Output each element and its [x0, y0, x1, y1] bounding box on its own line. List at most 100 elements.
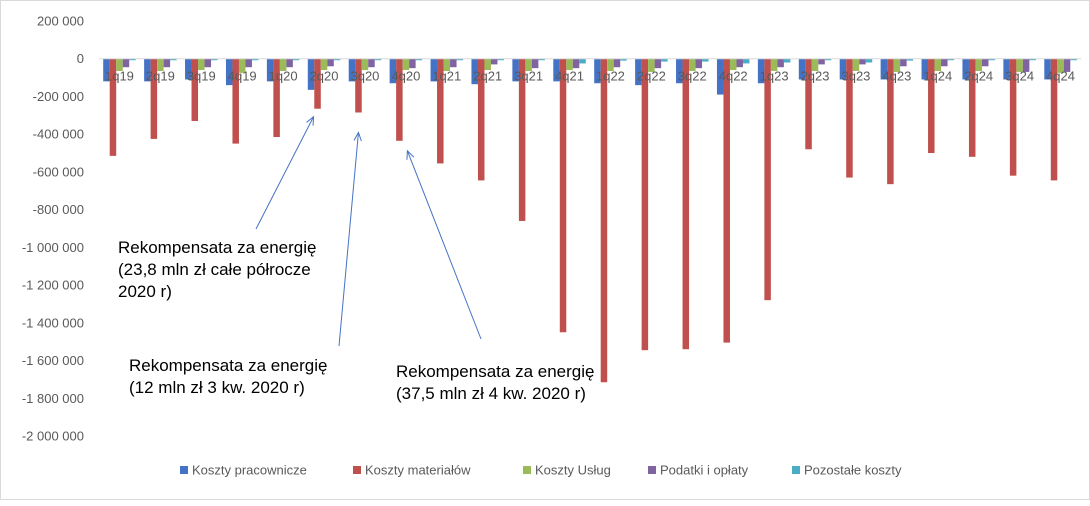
bar [968, 58, 976, 157]
bar [402, 58, 410, 71]
legend-item: Podatki i opłaty [648, 463, 749, 478]
legend-label: Koszty pracownicze [192, 463, 307, 478]
bar [906, 58, 914, 61]
bar [824, 58, 832, 61]
bar [921, 58, 929, 80]
bar [770, 58, 778, 71]
bar [859, 58, 866, 65]
bar [682, 58, 690, 350]
bar [736, 58, 743, 68]
bar [450, 58, 457, 68]
legend-swatch [353, 466, 361, 474]
bars [103, 58, 1077, 383]
bar [572, 58, 580, 69]
bar [928, 58, 935, 154]
bar [232, 58, 239, 144]
bar [389, 58, 397, 84]
bar [729, 58, 737, 71]
x-tick-label: 3q24 [1005, 69, 1034, 84]
bar [962, 58, 969, 80]
annotation-text: (12 mln zł 3 kw. 2020 r) [129, 378, 305, 397]
annotation-text: (23,8 mln zł całe półrocze [118, 260, 311, 279]
bar [553, 58, 560, 82]
y-tick-label: -1 000 000 [22, 240, 84, 255]
x-tick-label: 2q21 [473, 69, 502, 84]
legend-swatch [648, 466, 656, 474]
bar [245, 58, 252, 68]
bar [689, 58, 696, 71]
legend-swatch [792, 466, 800, 474]
legend-item: Koszty materiałów [353, 463, 471, 478]
x-tick-label: 2q24 [964, 69, 993, 84]
bar [531, 58, 539, 69]
legend-label: Koszty Usług [535, 463, 611, 478]
x-tick-label: 2q23 [801, 69, 830, 84]
bar [661, 58, 668, 62]
bar [777, 58, 784, 68]
bar [163, 58, 171, 68]
x-axis-ticks: 1q19 2q19 3q19 4q19 1q20 2q20 3q20 4q20 1q21 2q21… [105, 69, 1075, 84]
y-tick-label: -800 000 [33, 202, 84, 217]
bar [654, 58, 662, 69]
y-tick-label: -1 800 000 [22, 391, 84, 406]
bar [415, 58, 423, 61]
legend-label: Podatki i opłaty [660, 463, 749, 478]
bar [742, 58, 750, 64]
bar [975, 58, 982, 71]
x-tick-label: 1q20 [269, 69, 298, 84]
x-tick-label: 3q22 [678, 69, 707, 84]
bar [947, 58, 955, 61]
x-tick-label: 2q22 [637, 69, 666, 84]
annotation-arrow-line [255, 116, 314, 230]
x-tick-label: 3q19 [187, 69, 216, 84]
bar [116, 58, 123, 71]
bar [648, 58, 655, 72]
bar [798, 58, 806, 80]
x-tick-label: 4q24 [1046, 69, 1075, 84]
x-tick-label: 2q19 [146, 69, 175, 84]
bar [1057, 58, 1064, 73]
x-tick-label: 1q21 [432, 69, 461, 84]
bar [676, 58, 683, 84]
annotation-arrows [255, 115, 482, 347]
x-tick-label: 3q20 [350, 69, 379, 84]
bar [266, 58, 274, 82]
bar [525, 58, 532, 71]
bar [934, 58, 942, 71]
bar [981, 58, 989, 67]
bar [314, 58, 321, 109]
x-tick-label: 1q23 [760, 69, 789, 84]
legend: Koszty pracownicze Koszty materiałów Koszt… [180, 463, 902, 478]
bar [279, 58, 287, 71]
bar [988, 58, 995, 61]
y-tick-label: -400 000 [33, 127, 84, 142]
bar [1050, 58, 1058, 181]
y-tick-label: 200 000 [37, 14, 84, 29]
y-tick-label: -600 000 [33, 164, 84, 179]
bar [157, 58, 164, 71]
y-tick-label: -2 000 000 [22, 429, 84, 444]
annotation-text: Rekompensata za energię [396, 362, 594, 381]
bar [1016, 58, 1023, 72]
x-tick-label: 4q20 [391, 69, 420, 84]
bar [839, 58, 847, 80]
bar [635, 58, 642, 86]
y-tick-label: -1 200 000 [22, 278, 84, 293]
bar [941, 58, 948, 67]
bar [286, 58, 293, 68]
bar [185, 58, 192, 80]
bar [430, 58, 438, 82]
x-tick-label: 4q23 [882, 69, 911, 84]
bar [129, 58, 136, 61]
bar [518, 58, 526, 221]
bar [846, 58, 853, 178]
bar [484, 58, 491, 71]
bar [620, 58, 627, 61]
x-tick-label: 4q22 [719, 69, 748, 84]
bar [396, 58, 403, 141]
bar [594, 58, 601, 84]
x-tick-label: 3q21 [514, 69, 543, 84]
legend-item: Koszty pracownicze [180, 463, 307, 478]
bar [607, 58, 614, 71]
